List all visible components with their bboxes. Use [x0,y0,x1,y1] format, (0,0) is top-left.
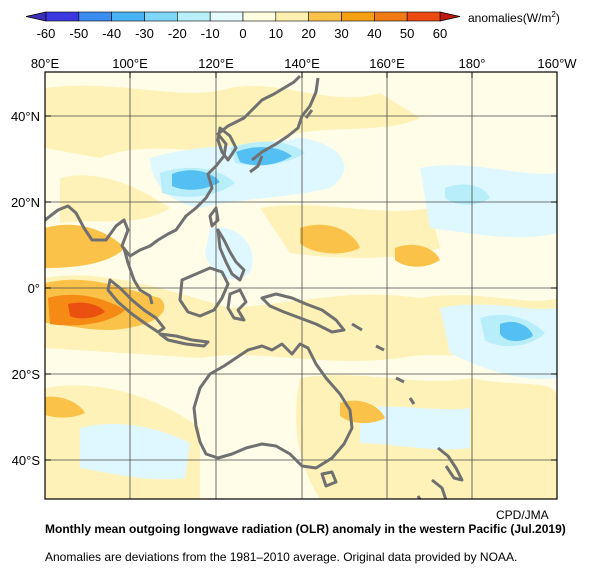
lon-label-160e: 160°E [369,56,405,71]
colorbar-swatch [111,11,145,22]
olr-anomaly-map: 80°E 100°E 120°E 140°E 160°E 180° 160°W … [11,56,577,500]
coast-philippines [216,228,246,282]
coast-taiwan [208,206,220,228]
coast-tasmania [320,470,338,488]
lon-label-180: 180° [459,56,486,71]
lat-label-0: 0° [28,281,40,296]
colorbar-tick-label: -40 [102,26,121,41]
coastlines [45,74,464,499]
colorbar-tick-label: 40 [367,26,381,41]
colorbar-swatch [45,11,80,22]
colorbar-unit-suffix: ) [555,11,560,25]
caption-title: Monthly mean outgoing longwave radiation… [45,522,566,536]
colorbar-arrow-left [25,11,47,22]
anomaly-shading [45,85,557,499]
coast-japan [249,77,320,174]
colorbar-tick-label: -30 [135,26,154,41]
colorbar-svg: -60 -50 -40 -30 -20 -10 0 10 20 30 40 50 60 [25,11,461,41]
caption-note: Anomalies are deviations from the 1981–2… [45,550,518,564]
axis-ticks [45,72,557,461]
coast-malay-peninsula [122,247,154,305]
colorbar-swatch [275,11,309,22]
lat-label-20s: 20°S [12,367,41,382]
colorbar-unit-sup: 2 [551,10,556,19]
colorbar-swatch [308,11,342,22]
colorbar-swatch [374,11,408,22]
coast-australia [192,342,354,470]
colorbar-tick-label: -50 [69,26,88,41]
colorbar-swatch [209,11,244,22]
coast-sumatra [106,278,166,334]
lon-label-100e: 100°E [112,56,148,71]
colorbar-swatch [242,11,277,22]
credit-label: CPD/JMA [496,508,549,522]
coast-new-guinea [260,292,346,334]
colorbar-unit: anomalies(W/m2) [468,10,560,25]
lat-label-40n: 40°N [11,109,40,124]
colorbar-arrow-right [439,11,461,22]
colorbar-tick-label: 10 [269,26,283,41]
colorbar-swatch [144,11,178,22]
coast-new-zealand [416,446,464,499]
colorbar-unit-prefix: anomalies(W/m [468,11,552,25]
lat-label-40s: 40°S [12,453,41,468]
latitude-labels: 40°N 20°N 0° 20°S 40°S [11,109,40,468]
coast-borneo [178,266,230,318]
colorbar-tick-label: -60 [37,26,56,41]
lat-label-20n: 20°N [11,195,40,210]
colorbar-tick-label: 20 [301,26,315,41]
colorbar-tick-label: 0 [239,26,246,41]
colorbar-tick-label: 30 [334,26,348,41]
colorbar-swatch [406,11,441,22]
coast-asia-mainland [45,74,302,258]
coast-sulawesi [226,288,248,322]
map-frame [44,71,558,500]
lon-label-120e: 120°E [198,56,234,71]
lon-label-80e: 80°E [31,56,60,71]
colorbar-tick-label: -20 [168,26,187,41]
lon-label-140e: 140°E [284,56,320,71]
colorbar-swatch [177,11,211,22]
colorbar-tick-label: -10 [201,26,220,41]
longitude-labels: 80°E 100°E 120°E 140°E 160°E 180° 160°W [31,56,577,71]
colorbar-tick-label: 50 [400,26,414,41]
colorbar-tick-label: 60 [433,26,447,41]
coast-pacific-islands [351,322,416,405]
lon-label-160w: 160°W [537,56,577,71]
coast-korea [216,126,238,162]
colorbar-swatch [78,11,112,22]
coast-java [158,332,210,348]
colorbar-swatch [341,11,375,22]
